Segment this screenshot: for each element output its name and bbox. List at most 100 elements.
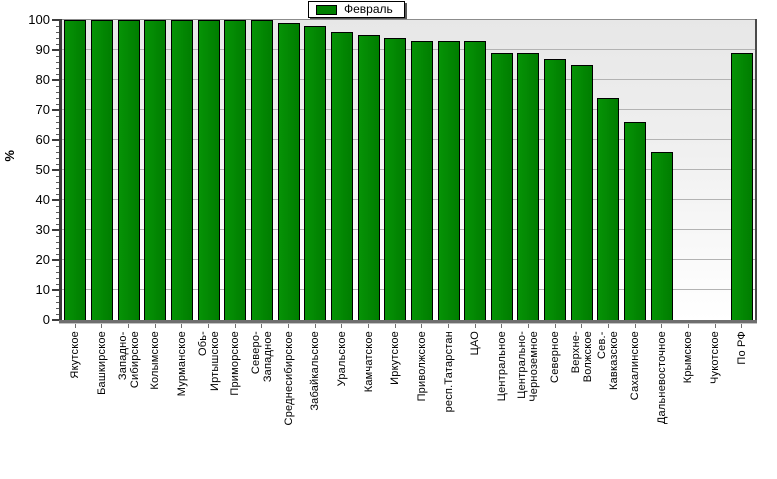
- gridline: [62, 229, 755, 230]
- x-axis-category-label: Обь- Иртышское: [196, 331, 221, 392]
- y-minor-tick: [56, 44, 59, 45]
- bar: [90, 20, 113, 320]
- x-axis-category-label: ЦАО: [469, 331, 482, 356]
- y-minor-tick: [56, 248, 59, 249]
- y-minor-tick: [56, 254, 59, 255]
- x-tick-slot: [169, 324, 196, 329]
- x-axis-tick: [341, 324, 343, 328]
- x-axis-tick: [234, 324, 236, 328]
- x-axis-category-label: Иркутское: [389, 331, 402, 385]
- y-minor-tick: [56, 158, 59, 159]
- x-axis-category-label: Приморское: [229, 331, 242, 396]
- x-axis-category-label: Колымское: [149, 331, 162, 390]
- x-axis-tick: [101, 324, 103, 328]
- y-axis-tick-label: 30: [35, 222, 50, 237]
- bar: [517, 53, 540, 320]
- x-label-slot: Дальневосточное: [648, 331, 675, 476]
- bar-slot: [595, 20, 622, 320]
- x-tick-slot: [462, 324, 489, 329]
- y-minor-tick: [56, 26, 59, 27]
- x-label-slot: Среднесибирское: [275, 331, 302, 476]
- gridline: [62, 289, 755, 290]
- x-axis-tick: [554, 324, 556, 328]
- y-major-tick: [52, 49, 59, 51]
- y-minor-tick: [56, 182, 59, 183]
- plot-area: [62, 20, 755, 320]
- y-axis-tick-label: 100: [28, 12, 50, 27]
- x-label-slot: Северное: [542, 331, 569, 476]
- bar-slot: [702, 20, 729, 320]
- x-tick-slot: [728, 324, 755, 329]
- x-label-slot: Западно- Сибирское: [115, 331, 142, 476]
- bar-slot: [249, 20, 276, 320]
- bar: [490, 53, 513, 320]
- bar-slot: [409, 20, 436, 320]
- y-minor-tick: [56, 188, 59, 189]
- bar: [250, 20, 273, 320]
- legend-color-swatch-icon: [316, 4, 337, 15]
- y-minor-tick: [56, 122, 59, 123]
- bar: [464, 41, 487, 320]
- bar-slot: [115, 20, 142, 320]
- bar-slot: [462, 20, 489, 320]
- bar-slot: [275, 20, 302, 320]
- bar-slot: [329, 20, 356, 320]
- bar: [384, 38, 407, 320]
- x-label-slot: Якутское: [62, 331, 89, 476]
- y-major-tick: [52, 139, 59, 141]
- x-axis-category-label: Среднесибирское: [282, 331, 295, 426]
- x-axis-tick: [74, 324, 76, 328]
- x-tick-slot: [249, 324, 276, 329]
- x-label-slot: Камчатское: [355, 331, 382, 476]
- x-label-slot: Центральное: [489, 331, 516, 476]
- x-label-slot: Иркутское: [382, 331, 409, 476]
- x-label-slot: Сахалинское: [622, 331, 649, 476]
- bar-slot: [648, 20, 675, 320]
- y-minor-tick: [56, 134, 59, 135]
- y-minor-tick: [56, 116, 59, 117]
- x-label-slot: ЦАО: [462, 331, 489, 476]
- x-tick-slot: [329, 324, 356, 329]
- x-axis-category-label: Уральское: [335, 331, 348, 387]
- y-axis-tick-label: 20: [35, 252, 50, 267]
- plot-border-right: [755, 19, 757, 321]
- y-axis-tick-label: 40: [35, 192, 50, 207]
- y-major-tick: [52, 79, 59, 81]
- x-label-slot: Сев.- Кавказское: [595, 331, 622, 476]
- x-tick-slot: [568, 324, 595, 329]
- x-axis-tick: [208, 324, 210, 328]
- y-minor-tick: [56, 308, 59, 309]
- x-axis-tick: [714, 324, 716, 328]
- x-axis-tick: [394, 324, 396, 328]
- bar-slot: [728, 20, 755, 320]
- y-minor-tick: [56, 38, 59, 39]
- bar: [624, 122, 647, 320]
- bar: [357, 35, 380, 320]
- x-label-slot: Чукотское: [702, 331, 729, 476]
- legend-series-label: Февраль: [344, 2, 393, 16]
- x-axis-tick: [261, 324, 263, 328]
- x-axis-tick: [474, 324, 476, 328]
- x-tick-slot: [195, 324, 222, 329]
- x-axis-tick: [421, 324, 423, 328]
- y-minor-tick: [56, 224, 59, 225]
- y-minor-tick: [56, 302, 59, 303]
- y-major-tick: [52, 199, 59, 201]
- x-tick-slot: [595, 324, 622, 329]
- x-axis-tick: [501, 324, 503, 328]
- gridline: [62, 259, 755, 260]
- plot-border-top: [61, 19, 757, 20]
- gridline: [62, 139, 755, 140]
- y-major-tick: [52, 109, 59, 111]
- y-minor-tick: [56, 152, 59, 153]
- x-tick-slot: [409, 324, 436, 329]
- y-minor-tick: [56, 32, 59, 33]
- bar: [170, 20, 193, 320]
- x-tick-slot: [515, 324, 542, 329]
- x-label-slot: Уральское: [329, 331, 356, 476]
- y-minor-tick: [56, 266, 59, 267]
- x-label-slot: По РФ: [728, 331, 755, 476]
- bar-slot: [169, 20, 196, 320]
- gridline: [62, 169, 755, 170]
- gridline: [62, 79, 755, 80]
